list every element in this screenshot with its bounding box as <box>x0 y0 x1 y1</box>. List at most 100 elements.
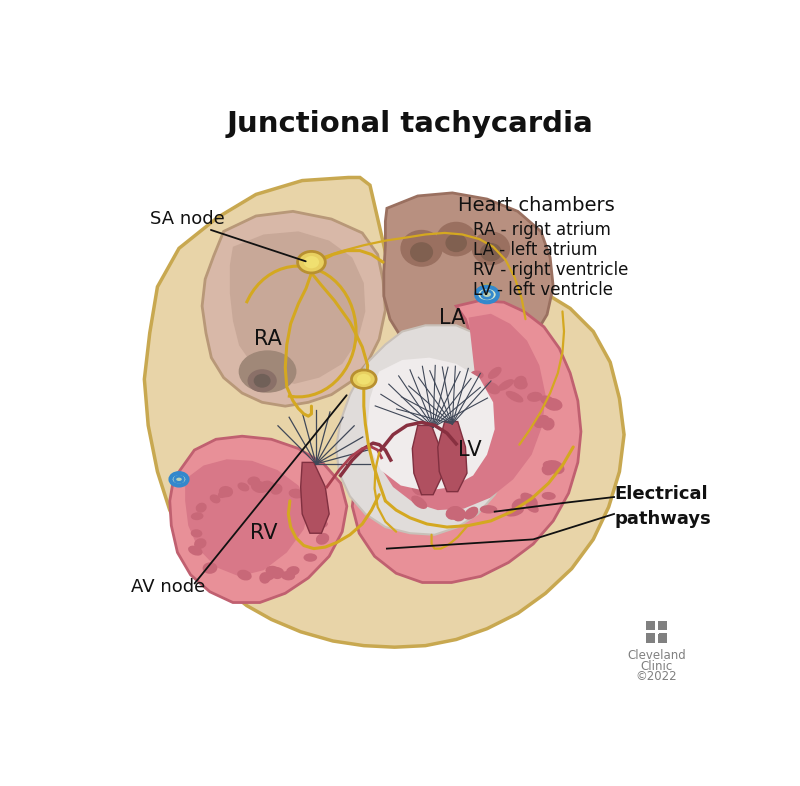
Ellipse shape <box>480 505 498 513</box>
Ellipse shape <box>400 230 442 266</box>
Ellipse shape <box>298 252 326 273</box>
Ellipse shape <box>237 570 252 581</box>
Ellipse shape <box>304 256 319 268</box>
Ellipse shape <box>170 473 187 486</box>
Ellipse shape <box>303 553 317 562</box>
Ellipse shape <box>390 449 410 460</box>
Text: AV node: AV node <box>131 578 206 596</box>
Ellipse shape <box>270 567 284 576</box>
Polygon shape <box>412 425 442 494</box>
Ellipse shape <box>432 387 445 399</box>
Ellipse shape <box>540 395 556 406</box>
Ellipse shape <box>488 367 502 379</box>
Text: Heart chambers: Heart chambers <box>458 196 614 215</box>
Ellipse shape <box>191 512 203 520</box>
Ellipse shape <box>546 460 565 474</box>
Text: LA: LA <box>439 307 466 328</box>
Ellipse shape <box>351 370 376 388</box>
FancyBboxPatch shape <box>658 634 667 643</box>
Ellipse shape <box>446 506 462 520</box>
Ellipse shape <box>411 495 427 509</box>
Polygon shape <box>202 211 386 406</box>
Ellipse shape <box>258 480 273 493</box>
Ellipse shape <box>194 538 206 549</box>
Ellipse shape <box>479 285 494 296</box>
Ellipse shape <box>480 243 502 262</box>
Polygon shape <box>368 358 494 491</box>
Ellipse shape <box>174 476 183 483</box>
Ellipse shape <box>411 472 426 485</box>
Polygon shape <box>230 231 366 384</box>
Polygon shape <box>336 325 522 534</box>
Text: Electrical
pathways: Electrical pathways <box>614 485 711 527</box>
Ellipse shape <box>286 566 299 576</box>
Ellipse shape <box>219 486 233 498</box>
Text: ©2022: ©2022 <box>635 670 678 683</box>
Ellipse shape <box>262 571 277 581</box>
Ellipse shape <box>485 382 500 395</box>
Ellipse shape <box>289 489 304 498</box>
Text: LA - left atrium: LA - left atrium <box>473 241 598 259</box>
Ellipse shape <box>542 461 557 470</box>
Ellipse shape <box>270 483 282 494</box>
Ellipse shape <box>542 492 556 500</box>
Ellipse shape <box>271 571 282 579</box>
Ellipse shape <box>542 417 554 431</box>
Ellipse shape <box>468 380 481 394</box>
Ellipse shape <box>506 391 523 402</box>
Ellipse shape <box>254 374 270 387</box>
Ellipse shape <box>470 370 484 379</box>
Ellipse shape <box>534 415 549 428</box>
Ellipse shape <box>412 482 427 495</box>
Ellipse shape <box>444 376 458 390</box>
Polygon shape <box>384 193 554 367</box>
Ellipse shape <box>472 231 510 265</box>
Polygon shape <box>438 421 467 491</box>
Ellipse shape <box>196 503 206 512</box>
Text: SA node: SA node <box>150 210 225 228</box>
Ellipse shape <box>247 476 260 486</box>
Ellipse shape <box>542 464 554 476</box>
Text: Cleveland: Cleveland <box>627 648 686 662</box>
Text: RV - right ventricle: RV - right ventricle <box>473 261 629 279</box>
Ellipse shape <box>251 481 267 493</box>
FancyBboxPatch shape <box>646 621 655 630</box>
FancyBboxPatch shape <box>646 634 655 643</box>
Ellipse shape <box>218 487 232 498</box>
Ellipse shape <box>190 529 202 538</box>
FancyBboxPatch shape <box>658 621 667 630</box>
Ellipse shape <box>514 378 528 390</box>
Ellipse shape <box>464 507 478 520</box>
Ellipse shape <box>482 291 492 299</box>
Ellipse shape <box>435 385 452 399</box>
Polygon shape <box>170 436 347 603</box>
Ellipse shape <box>396 458 412 469</box>
Text: RA: RA <box>254 329 282 349</box>
Text: LV - left ventricle: LV - left ventricle <box>473 281 613 299</box>
Ellipse shape <box>498 379 514 391</box>
Ellipse shape <box>312 520 328 528</box>
Text: LV: LV <box>458 440 482 460</box>
Ellipse shape <box>316 533 330 545</box>
Ellipse shape <box>281 571 295 580</box>
FancyBboxPatch shape <box>655 630 658 634</box>
Ellipse shape <box>506 507 524 516</box>
Ellipse shape <box>210 494 221 503</box>
Ellipse shape <box>261 482 274 491</box>
Polygon shape <box>352 301 581 582</box>
Ellipse shape <box>410 242 433 263</box>
Ellipse shape <box>247 369 277 392</box>
Text: RA - right atrium: RA - right atrium <box>473 221 611 239</box>
Ellipse shape <box>202 562 218 574</box>
Ellipse shape <box>520 493 538 507</box>
Ellipse shape <box>526 502 538 512</box>
Ellipse shape <box>394 453 409 463</box>
Polygon shape <box>185 459 310 576</box>
Text: RV: RV <box>250 523 278 543</box>
Ellipse shape <box>452 508 466 521</box>
Ellipse shape <box>188 545 202 556</box>
Text: Junctional tachycardia: Junctional tachycardia <box>226 109 594 138</box>
Ellipse shape <box>511 498 523 509</box>
Ellipse shape <box>514 376 526 387</box>
Ellipse shape <box>446 233 467 252</box>
